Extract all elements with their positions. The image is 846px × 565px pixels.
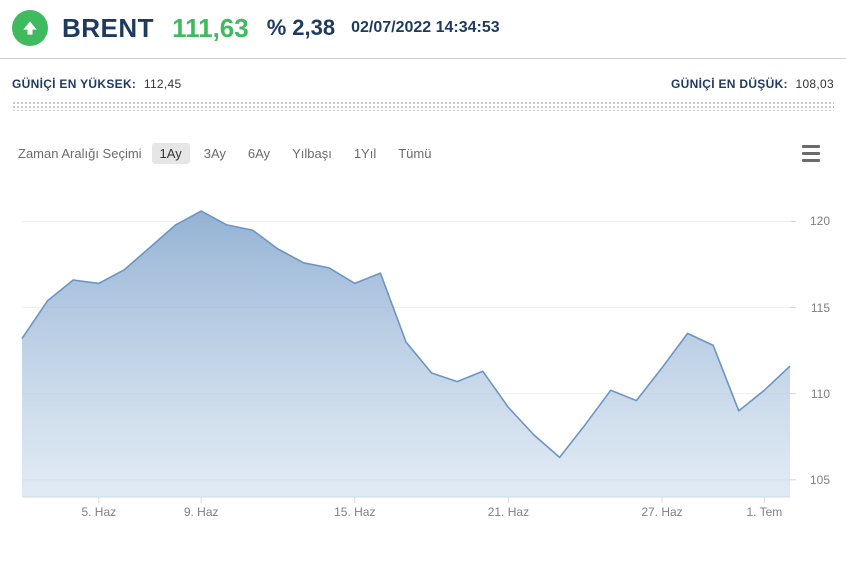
range-selector-row: Zaman Aralığı Seçimi 1Ay 3Ay 6Ay Yılbaşı 1Yı… (0, 121, 846, 173)
x-axis-label: 9. Haz (184, 505, 219, 519)
range-tab-1ay[interactable]: 1Ay (152, 143, 190, 164)
range-label: Zaman Aralığı Seçimi (18, 146, 142, 161)
pct-value: 2,38 (292, 15, 335, 41)
pct-sign: % (267, 15, 287, 41)
range-tab-1yıl[interactable]: 1Yıl (346, 143, 384, 164)
price-value: 111,63 (172, 13, 249, 44)
range-tab-3ay[interactable]: 3Ay (196, 143, 234, 164)
price-chart: 105 110 115 120 5. Haz 9. Haz 15. Haz 21. Haz 27… (12, 181, 834, 521)
y-axis-label: 115 (811, 301, 830, 315)
x-axis-label: 1. Tem (746, 505, 782, 519)
chart-canvas (12, 181, 834, 521)
y-axis-label: 105 (810, 473, 830, 487)
day-low-label: GÜNİÇİ EN DÜŞÜK: (671, 77, 788, 91)
y-axis-label: 110 (811, 387, 830, 401)
day-low-value: 108,03 (795, 77, 834, 91)
pct-change: % 2,38 (267, 15, 335, 41)
x-axis-label: 5. Haz (81, 505, 116, 519)
high-low-row: GÜNİÇİ EN YÜKSEK: 112,45 GÜNİÇİ EN DÜŞÜK… (0, 59, 846, 97)
timestamp: 02/07/2022 14:34:53 (351, 19, 500, 37)
direction-up-icon (12, 10, 48, 46)
dotted-separator (12, 101, 834, 111)
day-high-label: GÜNİÇİ EN YÜKSEK: (12, 77, 136, 91)
day-high: GÜNİÇİ EN YÜKSEK: 112,45 (12, 77, 182, 91)
x-axis-label: 15. Haz (334, 505, 375, 519)
x-axis-label: 21. Haz (488, 505, 529, 519)
x-axis-label: 27. Haz (641, 505, 682, 519)
header-bar: BRENT 111,63 % 2,38 02/07/2022 14:34:53 (0, 0, 846, 59)
hamburger-menu-icon[interactable] (800, 141, 828, 165)
range-tab-6ay[interactable]: 6Ay (240, 143, 278, 164)
ticker-symbol: BRENT (62, 13, 154, 44)
range-tab-yılbaşı[interactable]: Yılbaşı (284, 143, 340, 164)
range-tab-tümü[interactable]: Tümü (390, 143, 439, 164)
y-axis-label: 120 (810, 214, 830, 228)
range-tabs: 1Ay 3Ay 6Ay Yılbaşı 1Yıl Tümü (152, 143, 440, 164)
day-high-value: 112,45 (144, 77, 182, 91)
day-low: GÜNİÇİ EN DÜŞÜK: 108,03 (671, 77, 834, 91)
